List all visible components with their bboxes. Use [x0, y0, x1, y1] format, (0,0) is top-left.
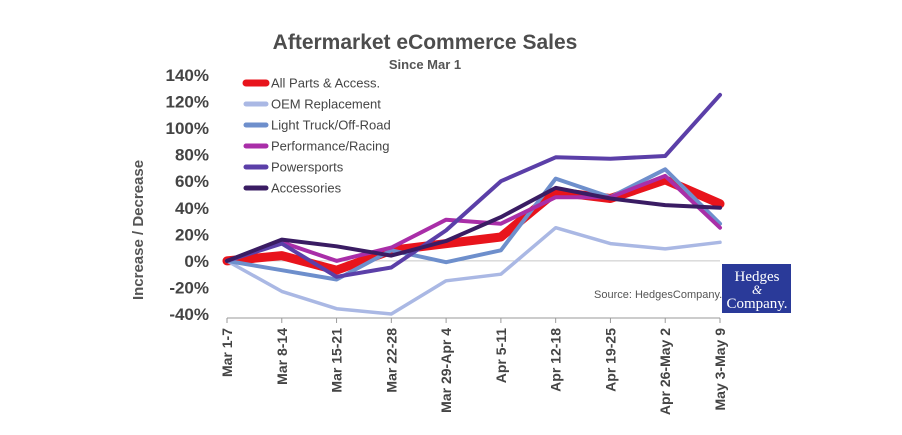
- legend: All Parts & Access. OEM Replacement Light …: [242, 76, 391, 196]
- y-tick-label: 20%: [175, 225, 209, 244]
- y-tick-label: 120%: [166, 93, 209, 112]
- svg-text:&: &: [752, 282, 763, 297]
- x-tick-label: Apr 12-18: [548, 328, 564, 392]
- svg-text:Hedges: Hedges: [735, 269, 780, 285]
- y-axis-label: Increase / Decrease: [130, 160, 147, 300]
- y-tick-label: 140%: [166, 66, 209, 85]
- series-line-performance-racing: [225, 173, 722, 263]
- y-tick-label: -40%: [169, 305, 209, 324]
- x-tick-label: Apr 5-11: [493, 328, 509, 383]
- x-tick-label: Mar 8-14: [274, 328, 290, 385]
- series-line-oem-replacement: [225, 225, 722, 316]
- series-line-powersports: [225, 92, 722, 279]
- series-line-light-truck-off-road: [225, 167, 722, 282]
- y-tick-label: 0%: [184, 252, 209, 271]
- x-tick-label: Mar 29-Apr 4: [438, 328, 454, 413]
- series-line-all-parts-access: [222, 175, 725, 275]
- y-axis: -40% -20% 0% 20% 40% 60% 80% 100% 120% 140%: [166, 66, 209, 324]
- legend-label: All Parts & Access.: [271, 76, 380, 91]
- series-line-accessories: [225, 185, 722, 263]
- x-tick-label: Mar 22-28: [383, 328, 399, 393]
- x-tick-label: Apr 26-May 2: [657, 328, 673, 415]
- legend-label: Powersports: [271, 160, 344, 175]
- y-tick-label: 80%: [175, 146, 209, 165]
- svg-text:Company.: Company.: [726, 296, 787, 312]
- y-tick-label: 60%: [175, 172, 209, 191]
- chart-title: Aftermarket eCommerce Sales: [273, 31, 578, 54]
- chart-subtitle: Since Mar 1: [389, 57, 461, 72]
- legend-label: Performance/Racing: [271, 139, 390, 154]
- y-tick-label: 100%: [166, 119, 209, 138]
- x-tick-label: Mar 1-7: [219, 328, 235, 377]
- x-tick-marks: [226, 318, 721, 323]
- x-axis: Mar 1-7 Mar 8-14 Mar 15-21 Mar 22-28 Mar 29-…: [219, 328, 728, 415]
- legend-label: Light Truck/Off-Road: [271, 118, 391, 133]
- source-note: Source: HedgesCompany.com: [594, 289, 743, 301]
- x-tick-label: Mar 15-21: [329, 328, 345, 393]
- y-tick-label: -20%: [169, 278, 209, 297]
- x-tick-label: Apr 19-25: [602, 328, 618, 392]
- x-tick-label: May 3-May 9: [712, 328, 728, 411]
- legend-label: OEM Replacement: [271, 97, 381, 112]
- legend-label: Accessories: [271, 181, 342, 196]
- series-lines: [222, 92, 725, 316]
- hedges-company-logo: Hedges & Company.: [722, 264, 791, 313]
- y-tick-label: 40%: [175, 199, 209, 218]
